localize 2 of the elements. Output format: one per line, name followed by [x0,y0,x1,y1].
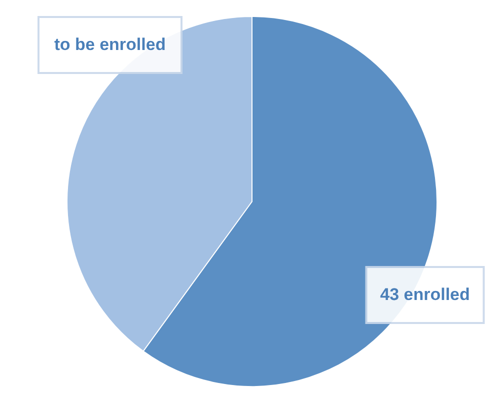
slice-label: to be enrolled [54,35,166,54]
slice-label: 43 enrolled [380,285,470,304]
